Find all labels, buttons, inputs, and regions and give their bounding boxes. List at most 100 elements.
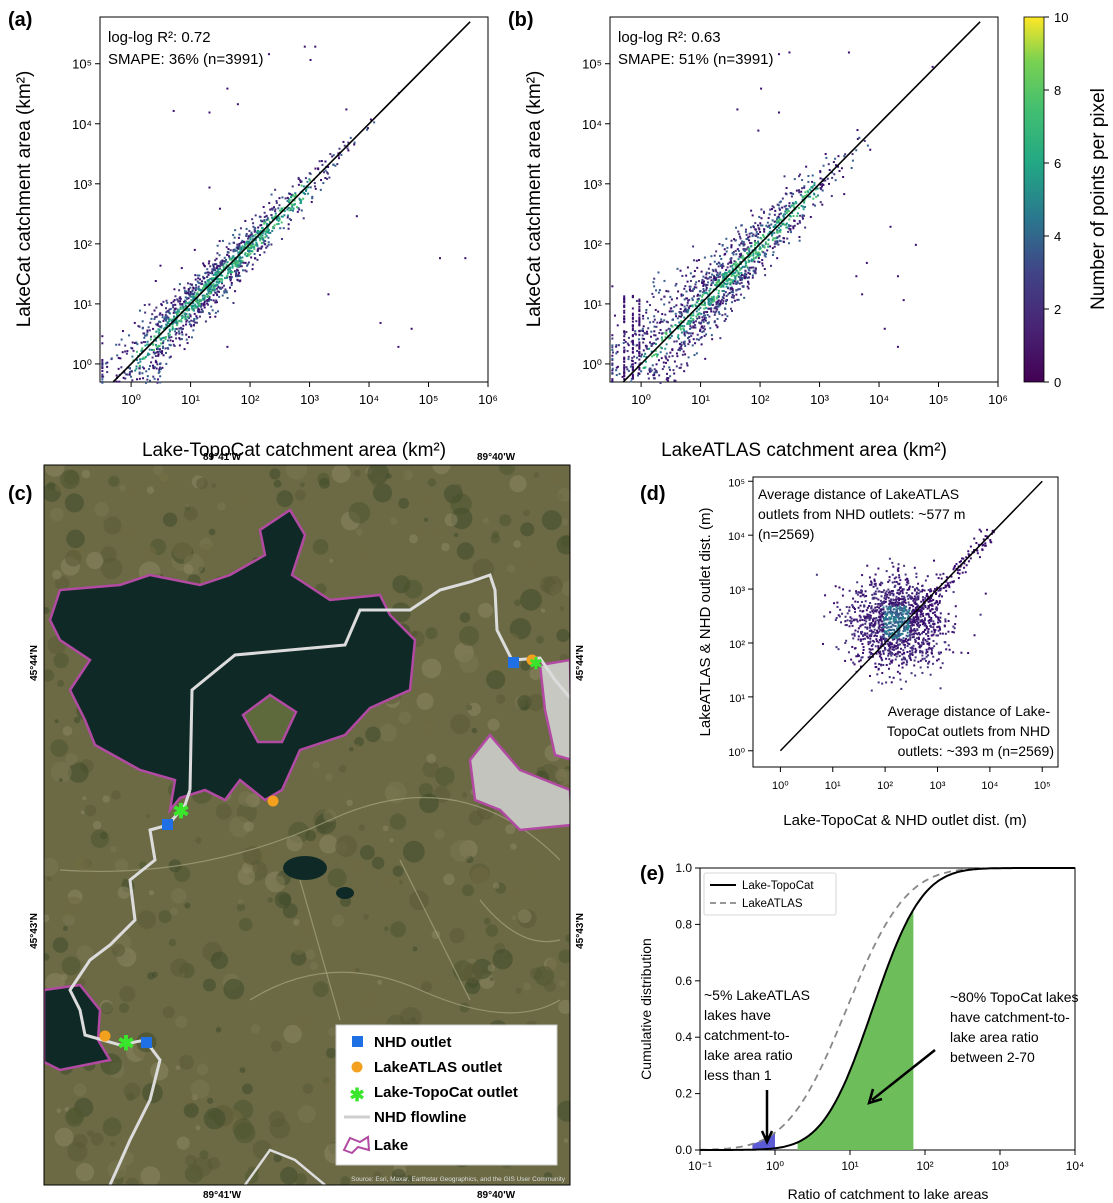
scatter-point xyxy=(908,625,911,628)
scatter-point xyxy=(164,307,167,310)
scatter-point xyxy=(694,283,697,286)
scatter-point xyxy=(141,327,144,330)
scatter-point xyxy=(320,160,323,163)
scatter-point xyxy=(260,224,263,227)
scatter-point xyxy=(650,342,653,345)
scatter-point xyxy=(900,687,903,690)
scatter-point xyxy=(848,625,851,628)
scatter-point xyxy=(820,185,823,188)
scatter-point xyxy=(117,357,120,360)
scatter-point xyxy=(164,326,167,329)
scatter-point xyxy=(775,220,778,223)
scatter-point xyxy=(736,281,739,284)
scatter-point xyxy=(871,643,874,646)
scatter-point xyxy=(261,226,264,229)
scatter-point xyxy=(741,240,744,243)
scatter-point xyxy=(189,304,192,307)
scatter-point xyxy=(849,616,852,619)
scatter-point xyxy=(652,320,655,323)
scatter-point xyxy=(851,159,854,162)
scatter-point xyxy=(201,309,204,312)
terrain-patch xyxy=(196,1063,209,1076)
scatter-point xyxy=(889,592,892,595)
scatter-point xyxy=(643,331,646,334)
scatter-point xyxy=(883,622,886,625)
scatter-point xyxy=(225,246,228,249)
scatter-point xyxy=(144,341,147,344)
scatter-point xyxy=(860,638,863,641)
scatter-point xyxy=(810,189,813,192)
scatter-point xyxy=(908,621,911,624)
scatter-point xyxy=(678,366,681,369)
scatter-point xyxy=(667,327,670,330)
scatter-point xyxy=(922,622,925,625)
scatter-point xyxy=(753,260,756,263)
scatter-point xyxy=(715,270,718,273)
scatter-point xyxy=(889,616,892,619)
scatter-point xyxy=(936,659,939,662)
scatter-point xyxy=(176,308,179,311)
scatter-point xyxy=(767,238,770,241)
scatter-point xyxy=(750,242,753,245)
scatter-point xyxy=(197,302,200,305)
terrain-patch xyxy=(328,1027,338,1037)
scatter-point xyxy=(804,191,807,194)
scatter-point xyxy=(162,345,165,348)
scatter-point xyxy=(175,327,178,330)
scatter-point xyxy=(917,589,920,592)
scatter-point xyxy=(695,281,698,284)
scatter-point xyxy=(229,279,232,282)
scatter-point xyxy=(631,377,634,380)
terrain-patch xyxy=(119,524,139,544)
scatter-point xyxy=(861,623,864,626)
scatter-point xyxy=(689,325,692,328)
terrain-patch xyxy=(53,652,69,669)
scatter-point xyxy=(933,559,936,562)
scatter-point xyxy=(229,249,232,252)
scatter-point xyxy=(887,591,890,594)
terrain-patch xyxy=(73,1083,87,1097)
terrain-patch xyxy=(468,810,484,826)
scatter-point xyxy=(856,620,859,623)
scatter-point xyxy=(279,227,282,230)
scatter-point xyxy=(727,262,730,265)
scatter-point xyxy=(757,227,760,230)
scatter-point xyxy=(931,647,934,650)
terrain-patch xyxy=(373,1171,382,1180)
scatter-point xyxy=(322,182,325,185)
scatter-point xyxy=(246,263,249,266)
scatter-point xyxy=(167,339,170,342)
scatter-point xyxy=(641,330,644,333)
scatter-point xyxy=(910,604,913,607)
scatter-point xyxy=(751,274,754,277)
scatter-point xyxy=(174,330,177,333)
scatter-point xyxy=(893,645,896,648)
scatter-point xyxy=(856,655,859,658)
scatter-point xyxy=(715,310,718,313)
scatter-point xyxy=(239,250,242,253)
scatter-point xyxy=(210,305,213,308)
x-axis-label-b: LakeATLAS catchment area (km²) xyxy=(661,440,947,461)
scatter-point xyxy=(869,629,872,632)
scatter-point xyxy=(684,310,687,313)
scatter-point xyxy=(883,617,886,620)
scatter-point xyxy=(734,249,737,252)
scatter-point xyxy=(246,252,249,255)
scatter-point xyxy=(777,243,780,246)
scatter-point xyxy=(702,284,705,287)
scatter-point xyxy=(710,297,713,300)
scatter-point xyxy=(302,185,305,188)
scatter-point xyxy=(649,367,652,370)
scatter-point xyxy=(787,224,790,227)
scatter-point xyxy=(253,246,256,249)
scatter-point xyxy=(287,223,290,226)
scatter-point xyxy=(258,247,261,250)
scatter-point xyxy=(131,379,134,382)
scatter-point xyxy=(902,595,905,598)
scatter-point xyxy=(716,308,719,311)
scatter-point xyxy=(216,290,219,293)
scatter-point xyxy=(638,368,641,371)
scatter-point xyxy=(676,355,679,358)
scatter-point xyxy=(712,277,715,280)
terrain-patch xyxy=(354,545,373,564)
